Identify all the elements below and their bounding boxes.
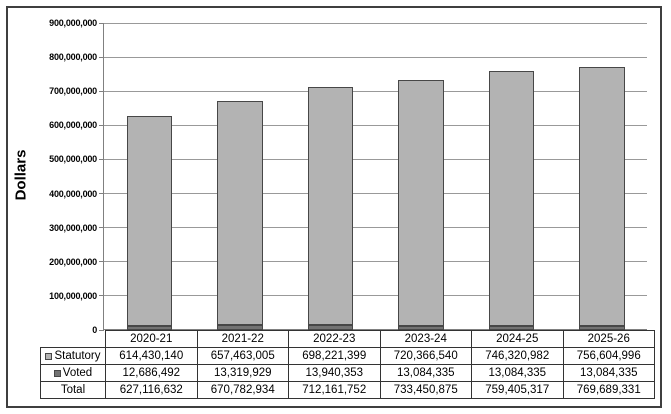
- table-row: Voted 12,686,492 13,319,929 13,940,353 13,08…: [40, 364, 655, 382]
- bar-voted-segment: [488, 325, 534, 330]
- y-tick-mark: [99, 90, 104, 92]
- year-header-cell: 2021-22: [196, 330, 289, 348]
- value-cell: 12,686,492: [105, 364, 198, 382]
- row-label: Voted: [42, 367, 105, 379]
- bar-voted-segment: [579, 325, 625, 330]
- value-cell: 13,084,335: [379, 364, 472, 382]
- value-cell: 712,161,752: [288, 381, 381, 399]
- y-tick-label: 800,000,000: [49, 52, 97, 63]
- y-tick-mark: [99, 22, 104, 24]
- y-tick-label: 100,000,000: [49, 290, 97, 301]
- row-label-text: Statutory: [54, 350, 101, 362]
- gridline: [104, 22, 647, 24]
- row-label-text: Total: [60, 384, 86, 396]
- y-tick-mark: [99, 329, 104, 331]
- bar-voted-segment: [307, 325, 353, 330]
- value-cell: 614,430,140: [105, 347, 198, 365]
- value-cell: 720,366,540: [379, 347, 472, 365]
- row-label: Total: [42, 384, 105, 396]
- bar-statutory-segment: [398, 79, 444, 326]
- y-tick-mark: [99, 193, 104, 195]
- value-cell: 13,084,335: [562, 364, 655, 382]
- value-cell: 13,940,353: [288, 364, 381, 382]
- value-cell: 698,221,399: [288, 347, 381, 365]
- data-table: 2020-21 2021-22 2022-23 2023-24 2024-25 2025-…: [40, 330, 655, 399]
- y-tick-label: 300,000,000: [49, 222, 97, 233]
- y-tick-mark: [99, 158, 104, 160]
- value-cell: 670,782,934: [196, 381, 289, 399]
- year-header-cell: 2023-24: [379, 330, 472, 348]
- value-cell: 627,116,632: [105, 381, 198, 399]
- y-tick-mark: [99, 124, 104, 126]
- y-tick-label: 200,000,000: [49, 256, 97, 267]
- value-cell: 733,450,875: [379, 381, 472, 399]
- table-header-row: 2020-21 2021-22 2022-23 2023-24 2024-25 2025-…: [41, 330, 655, 348]
- gridline: [104, 295, 647, 297]
- bar-voted-segment: [398, 325, 444, 330]
- year-header-cell: 2024-25: [471, 330, 564, 348]
- year-header-cell: 2022-23: [288, 330, 381, 348]
- row-label-cell: Voted: [40, 364, 106, 382]
- y-tick-label: 400,000,000: [49, 188, 97, 199]
- statutory-legend-icon: [45, 352, 53, 360]
- bar-statutory-segment: [126, 116, 172, 326]
- gridline: [104, 227, 647, 229]
- bar-statutory-segment: [579, 67, 625, 326]
- gridline: [104, 261, 647, 263]
- y-tick-label: 900,000,000: [49, 18, 97, 28]
- y-tick-mark: [99, 227, 104, 229]
- gridline: [104, 56, 647, 58]
- row-label-cell: Statutory: [40, 347, 106, 365]
- x-axis-line: [104, 329, 647, 330]
- y-axis-line: [103, 23, 104, 330]
- y-tick-mark: [99, 295, 104, 297]
- y-tick-label: 0: [92, 325, 97, 335]
- gridline: [104, 158, 647, 160]
- bar-statutory-segment: [307, 87, 353, 326]
- value-cell: 657,463,005: [196, 347, 289, 365]
- value-cell: 746,320,982: [471, 347, 564, 365]
- year-header-cell: 2025-26: [562, 330, 655, 348]
- gridline: [104, 193, 647, 195]
- gridline: [104, 90, 647, 92]
- bar-statutory-segment: [217, 101, 263, 326]
- gridline: [104, 124, 647, 126]
- year-header-cell: 2020-21: [105, 330, 198, 348]
- value-cell: 769,689,331: [562, 381, 655, 399]
- y-tick-label: 700,000,000: [49, 86, 97, 97]
- y-tick-label: 600,000,000: [49, 120, 97, 131]
- bar-voted-segment: [217, 325, 263, 330]
- table-row: Statutory 614,430,140 657,463,005 698,221,3…: [40, 347, 655, 365]
- y-tick-mark: [99, 56, 104, 58]
- row-label: Statutory: [42, 350, 105, 362]
- value-cell: 756,604,996: [562, 347, 655, 365]
- y-tick-label: 500,000,000: [49, 154, 97, 165]
- y-axis-title: Dollars: [12, 149, 30, 201]
- table-row: Total 627,116,632 670,782,934 712,161,752 73…: [40, 381, 655, 399]
- value-cell: 13,319,929: [196, 364, 289, 382]
- row-label-cell: Total: [40, 381, 106, 399]
- voted-legend-icon: [53, 369, 61, 377]
- value-cell: 759,405,317: [471, 381, 564, 399]
- bar-voted-segment: [126, 325, 172, 330]
- value-cell: 13,084,335: [471, 364, 564, 382]
- table-corner-cell: [41, 331, 106, 348]
- y-tick-mark: [99, 261, 104, 263]
- bar-statutory-segment: [488, 70, 534, 326]
- row-label-text: Voted: [62, 367, 93, 379]
